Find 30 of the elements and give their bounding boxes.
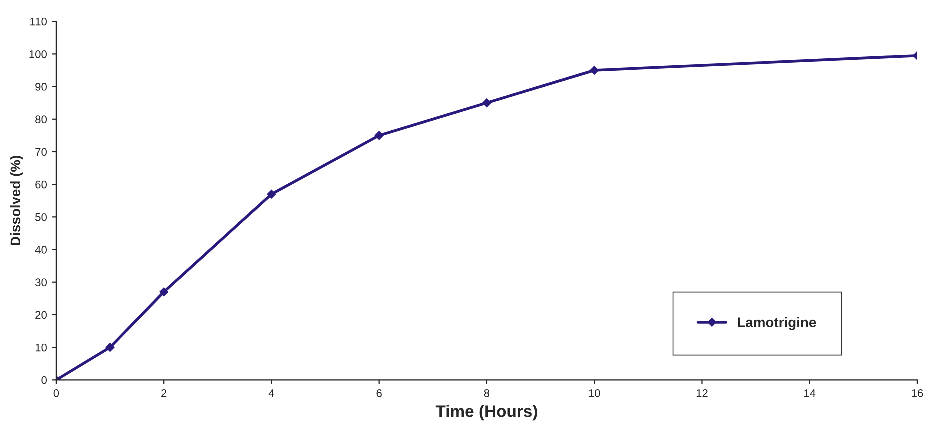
x-axis-title: Time (Hours) [436,405,538,421]
y-tick-label: 110 [30,18,47,26]
x-tick-label: 4 [268,390,274,398]
x-tick-label: 6 [376,389,382,398]
y-tick-label: 80 [36,116,47,124]
legend-label: Lamotrigine [738,317,816,330]
y-tick-label: 20 [36,311,47,320]
y-tick-label: 0 [42,376,47,384]
y-tick-label: 60 [36,180,47,189]
y-tick-label: 10 [36,344,47,352]
point [267,190,276,199]
x-tick-label: 16 [912,389,924,398]
y-tick-label: 30 [36,278,47,287]
point [590,66,600,75]
x-tick-label: 8 [484,389,490,398]
y-tick-label: 40 [35,246,47,254]
point [374,131,384,140]
x-tick-label: 2 [162,389,167,398]
x-tick-label: 0 [54,389,60,398]
x-tick-label: 14 [804,390,816,398]
point [160,288,169,297]
y-tick-label: 70 [36,148,47,156]
y-tick-label: 90 [36,83,47,91]
point [106,343,115,352]
x-tick-label: 12 [696,389,708,398]
y-axis-title: Dissolved (%) [10,156,24,246]
x-tick-label: 10 [589,389,600,398]
point [482,98,492,108]
y-tick-label: 50 [36,213,47,222]
y-tick-label: 100 [30,50,47,58]
